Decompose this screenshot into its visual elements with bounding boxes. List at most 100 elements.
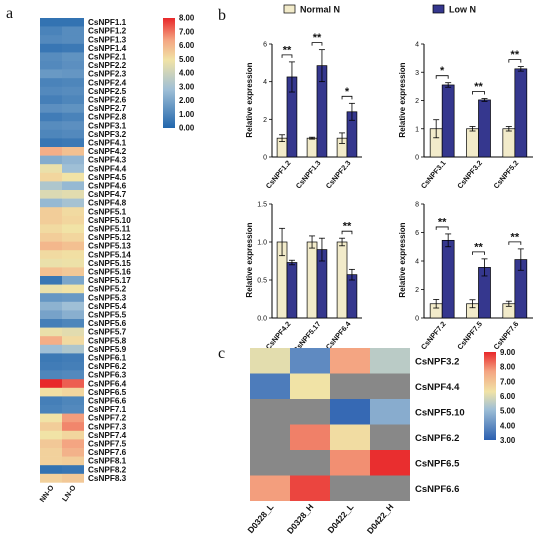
- heatmap-a-cell: [62, 456, 84, 466]
- heatmap-a-row-label: CsNPF5.8: [88, 336, 127, 345]
- heatmap-a-cell: [40, 353, 62, 363]
- heatmap-a-row-label: CsNPF2.1: [88, 53, 127, 62]
- heatmap-a-cell: [40, 138, 62, 148]
- heatmap-a-cell: [40, 301, 62, 311]
- legend-swatch-low: [432, 4, 445, 14]
- heatmap-a-cell: [62, 336, 84, 346]
- heatmap-a-cell: [40, 344, 62, 354]
- significance-bracket: [341, 95, 353, 100]
- heatmap-a-cell: [40, 190, 62, 199]
- heatmap-a-cell: [40, 465, 62, 475]
- heatmap-a-row-label: CsNPF5.10: [88, 216, 131, 225]
- bar-normal-n: [306, 241, 318, 319]
- heatmap-a-cell: [62, 95, 84, 105]
- heatmap-a-cell: [62, 207, 84, 217]
- heatmap-a-row-label: CsNPF3.1: [88, 121, 127, 130]
- heatmap-a-cell: [62, 190, 84, 199]
- heatmap-a-cell: [62, 422, 84, 432]
- heatmap-a-cell: [40, 233, 62, 242]
- heatmap-a-cell: [62, 276, 84, 285]
- heatmap-a-row-label: CsNPF5.5: [88, 311, 127, 320]
- heatmap-a-cell: [40, 224, 62, 234]
- heatmap-a-cell: [62, 344, 84, 354]
- heatmap-a-row-label: CsNPF7.2: [88, 414, 127, 423]
- bar-subplot-1: 0 2 4 6 Relative expression ** CsNPF1.2 ** CsNPF…: [245, 32, 362, 190]
- colorbar-a-tick: 4.00: [179, 69, 195, 78]
- heatmap-a-cell: [40, 104, 62, 113]
- heatmap-a-row-label: CsNPF2.6: [88, 96, 127, 105]
- heatmap-a-cell: [40, 413, 62, 423]
- legend-label-low: Low N: [449, 5, 476, 15]
- heatmap-a-cell: [40, 207, 62, 217]
- panel-label-a: a: [6, 5, 13, 22]
- y-axis-label: Relative expression: [398, 62, 407, 137]
- heatmap-a-row-label: CsNPF6.3: [88, 371, 127, 380]
- colorbar-c-tick: 9.00: [500, 348, 516, 357]
- heatmap-c-row-label: CsNPF6.2: [415, 433, 459, 444]
- heatmap-a-row-label: CsNPF7.3: [88, 422, 127, 431]
- panel-c-heatmap: CsNPF3.2 CsNPF4.4 CsNPF5.10 CsNPF6.2 CsNPF6.…: [245, 348, 516, 536]
- heatmap-c-cell: [250, 450, 290, 476]
- heatmap-c-cell: [250, 348, 290, 374]
- y-tick-label: 1.5: [257, 202, 267, 209]
- heatmap-c-cell: [330, 399, 370, 425]
- heatmap-c-cell: [370, 373, 410, 399]
- x-category-label: CsNPF1.3: [294, 159, 323, 191]
- heatmap-a-cell: [40, 241, 62, 251]
- heatmap-c-row-label: CsNPF4.4: [415, 382, 460, 393]
- y-tick-label: 0.5: [257, 278, 267, 285]
- heatmap-a-cell: [40, 319, 62, 328]
- heatmap-c-cell: [250, 475, 290, 501]
- heatmap-a-row-label: CsNPF1.3: [88, 35, 127, 44]
- bar-subplot-2: 0 1 2 3 4 Relative expression * CsNPF3.1 ** CsNPF…: [398, 42, 533, 190]
- significance-bracket: [281, 54, 293, 58]
- heatmap-a-cell: [62, 465, 84, 475]
- significance-label: *: [345, 86, 350, 98]
- heatmap-a-cell: [62, 310, 84, 320]
- heatmap-a-cell: [62, 155, 84, 165]
- heatmap-a-cell: [62, 396, 84, 406]
- heatmap-a-cell: [40, 276, 62, 285]
- heatmap-c-col-label: D0422_L: [325, 502, 355, 535]
- heatmap-a-cell: [40, 69, 62, 79]
- heatmap-a-cell: [62, 147, 84, 156]
- y-tick-label: 0: [263, 155, 267, 162]
- heatmap-a-row-label: CsNPF2.7: [88, 104, 127, 113]
- heatmap-a-cell: [62, 405, 84, 414]
- heatmap-c-cell: [370, 424, 410, 450]
- colorbar-a-tick: 0.00: [179, 124, 195, 133]
- heatmap-a-cell: [40, 284, 62, 294]
- bar-normal-n: [336, 241, 348, 319]
- heatmap-a-cell: [62, 215, 84, 225]
- x-category-label: CsNPF7.2: [419, 320, 448, 352]
- colorbar-a-tick: 2.00: [179, 96, 195, 105]
- heatmap-a-cell: [40, 250, 62, 260]
- heatmap-a-cell: [62, 327, 84, 337]
- heatmap-c-cell: [290, 424, 330, 450]
- colorbar-a-tick: 3.00: [179, 82, 195, 91]
- significance-label: **: [283, 44, 292, 56]
- bar-subplot-4: 0 2 4 6 8 Relative expression ** CsNPF7.2 ** CsNP…: [398, 202, 533, 352]
- heatmap-c-col-label: D0422_H: [365, 502, 396, 536]
- heatmap-c-row-label: CsNPF3.2: [415, 356, 459, 367]
- heatmap-a-col-label: LN-O: [60, 483, 78, 503]
- panel-label-c: c: [218, 345, 225, 362]
- heatmap-a-cell: [40, 362, 62, 371]
- bar-low-n: [286, 262, 298, 319]
- heatmap-a-cell: [40, 258, 62, 268]
- heatmap-c-cell: [370, 450, 410, 476]
- heatmap-a-cell: [40, 336, 62, 346]
- x-category-label: CsNPF4.2: [264, 320, 293, 352]
- significance-bracket: [311, 42, 323, 46]
- heatmap-a-row-label: CsNPF5.6: [88, 319, 127, 328]
- heatmap-a-cell: [62, 258, 84, 268]
- heatmap-a-cell: [62, 353, 84, 363]
- heatmap-a-cell: [40, 155, 62, 165]
- y-axis-label: Relative expression: [245, 222, 254, 297]
- colorbar-a: [163, 18, 175, 128]
- heatmap-c-cell: [370, 399, 410, 425]
- y-tick-label: 4: [263, 79, 267, 86]
- heatmap-a-row-label: CsNPF5.13: [88, 242, 131, 251]
- heatmap-a-cell: [40, 35, 62, 45]
- heatmap-a-cell: [40, 112, 62, 122]
